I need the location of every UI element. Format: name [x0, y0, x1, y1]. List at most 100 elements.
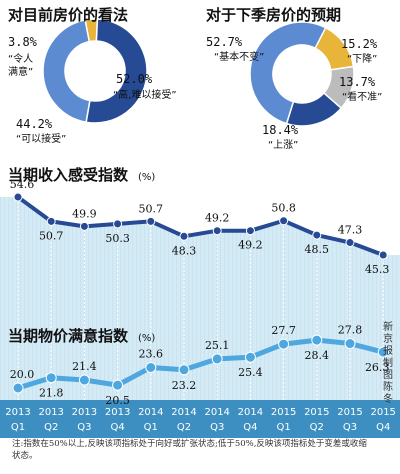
slice-label: “高,难以接受” — [113, 88, 177, 101]
slice-label: “可以接受” — [16, 132, 66, 145]
price-point — [112, 379, 124, 391]
x-tick-quarter: Q3 — [343, 422, 357, 433]
pct-label: 3.8% — [8, 35, 38, 49]
price-chart-unit: (%) — [138, 333, 155, 344]
x-tick-quarter: Q4 — [110, 422, 124, 433]
income-point — [312, 230, 322, 240]
income-point — [378, 250, 388, 260]
income-value-label: 50.3 — [105, 232, 130, 245]
price-chart-title: 当期物价满意指数 — [8, 327, 129, 345]
income-value-label: 49.2 — [205, 212, 230, 225]
x-tick-quarter: Q4 — [243, 422, 257, 433]
current-donut-slice-1 — [85, 18, 148, 124]
price-point — [311, 334, 323, 346]
x-tick-quarter: Q2 — [177, 422, 191, 433]
price-value-label: 23.2 — [172, 379, 197, 392]
pct-label: 18.4% — [262, 123, 299, 137]
income-value-label: 54.6 — [10, 178, 35, 191]
pct-label: 44.2% — [16, 117, 53, 131]
price-point — [12, 382, 24, 394]
price-point — [45, 372, 57, 384]
next-donut-slice-3 — [249, 21, 327, 125]
slice-label: “下降” — [347, 52, 377, 65]
pct-label: 13.7% — [339, 75, 376, 89]
price-value-label: 27.7 — [271, 324, 296, 337]
x-tick-quarter: Q4 — [376, 422, 390, 433]
price-point — [344, 338, 356, 350]
slice-label: “基本不变” — [214, 50, 264, 63]
pct-label: 15.2% — [341, 37, 378, 51]
income-value-label: 48.5 — [305, 243, 330, 256]
credit-text: 新京报制图陈冬 — [383, 322, 393, 405]
income-chart-title: 当期收入感受指数 — [8, 166, 129, 184]
x-tick-year: 2013 — [105, 407, 130, 418]
income-value-label: 50.7 — [139, 202, 164, 215]
price-point — [377, 346, 389, 358]
income-point — [46, 216, 56, 226]
price-point — [211, 353, 223, 365]
income-value-label: 48.3 — [172, 244, 197, 257]
price-value-label: 27.8 — [338, 324, 363, 337]
price-point — [145, 361, 157, 373]
slice-label: “令人 — [8, 52, 33, 65]
x-tick-year: 2014 — [138, 407, 163, 418]
price-point — [278, 338, 290, 350]
x-tick-year: 2013 — [5, 407, 30, 418]
income-value-label: 49.9 — [72, 207, 97, 220]
price-value-label: 26.3 — [365, 361, 390, 374]
x-tick-year: 2014 — [204, 407, 229, 418]
slice-label: “看不准” — [342, 90, 382, 103]
x-tick-year: 2013 — [72, 407, 97, 418]
income-point — [113, 219, 123, 229]
slice-label: “上涨” — [268, 139, 298, 151]
x-tick-quarter: Q2 — [44, 422, 58, 433]
income-value-label: 50.8 — [271, 202, 296, 215]
income-point — [279, 216, 289, 226]
price-line — [17, 337, 384, 391]
price-value-label: 23.6 — [139, 347, 164, 360]
x-tick-year: 2013 — [38, 407, 63, 418]
pct-label: 52.0% — [116, 72, 153, 86]
x-tick-year: 2015 — [304, 407, 329, 418]
price-value-label: 28.4 — [305, 349, 330, 362]
income-point — [79, 221, 89, 231]
price-value-label: 21.8 — [39, 387, 64, 400]
donut-current-title: 对目前房价的看法 — [8, 6, 128, 24]
price-point — [244, 351, 256, 363]
price-point — [178, 364, 190, 376]
x-tick-year: 2015 — [337, 407, 362, 418]
x-tick-year: 2014 — [171, 407, 196, 418]
x-tick-year: 2015 — [370, 407, 395, 418]
donut-next-title: 对于下季房价的预期 — [206, 6, 341, 24]
income-point — [212, 226, 222, 236]
pct-label: 52.7% — [206, 35, 243, 49]
income-point — [345, 238, 355, 248]
x-tick-quarter: Q1 — [276, 422, 290, 433]
income-point — [245, 226, 255, 236]
x-tick-quarter: Q1 — [11, 422, 25, 433]
x-tick-quarter: Q3 — [77, 422, 91, 433]
income-value-label: 49.2 — [238, 239, 263, 252]
income-point — [13, 192, 23, 202]
price-value-label: 25.1 — [205, 339, 230, 352]
income-line — [16, 195, 384, 257]
income-point — [146, 216, 156, 226]
income-point — [179, 231, 189, 241]
price-value-label: 20.0 — [10, 368, 35, 381]
x-axis-band — [0, 400, 400, 438]
price-value-label: 25.4 — [238, 366, 263, 379]
price-value-label: 21.4 — [72, 360, 97, 373]
income-chart-unit: (%) — [138, 172, 155, 183]
slice-label: 满意” — [8, 65, 33, 78]
income-area — [0, 197, 400, 400]
price-value-label: 20.5 — [105, 394, 130, 407]
x-tick-quarter: Q3 — [210, 422, 224, 433]
income-value-label: 47.3 — [338, 224, 363, 237]
current-donut-slice-2 — [42, 19, 91, 124]
x-tick-year: 2015 — [271, 407, 296, 418]
x-tick-quarter: Q2 — [310, 422, 324, 433]
x-tick-year: 2014 — [238, 407, 263, 418]
price-point — [78, 374, 90, 386]
